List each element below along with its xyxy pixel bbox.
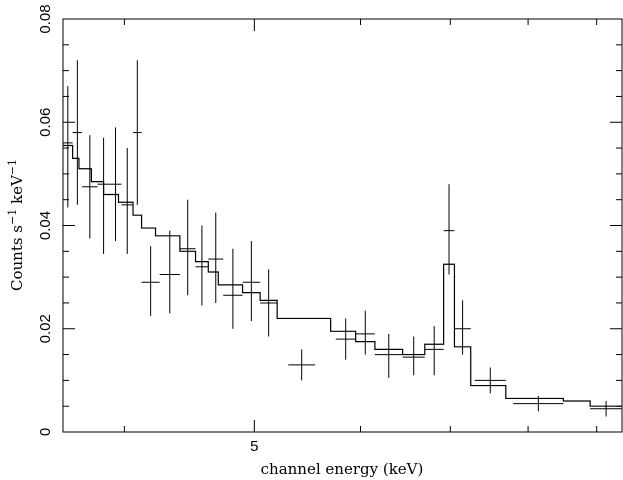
data-point (72, 60, 83, 205)
data-point (141, 246, 160, 316)
x-axis-label: channel energy (keV) (261, 460, 424, 478)
data-point (109, 127, 122, 241)
data-point (242, 240, 261, 322)
data-point (288, 349, 316, 381)
y-axis-label-exp2: −1 (6, 159, 19, 175)
data-point (97, 137, 110, 254)
data-point (133, 60, 142, 205)
y-axis-label: Counts s−1 keV−1 (6, 159, 26, 291)
data-point (82, 135, 98, 239)
y-axis-ticks: 0 0.02 0.04 0.06 0.08 (37, 4, 622, 436)
data-point (335, 318, 356, 360)
y-tick-label: 0.08 (37, 4, 54, 33)
y-tick-label: 0.02 (37, 314, 54, 343)
y-tick-label: 0.06 (37, 108, 54, 137)
data-point (63, 86, 73, 208)
data-point (355, 310, 375, 355)
data-point (260, 269, 278, 337)
data-point (474, 367, 506, 394)
data-point (208, 212, 224, 303)
data-points (63, 60, 622, 417)
data-point (179, 199, 196, 296)
data-point (513, 395, 564, 412)
data-point (374, 333, 403, 378)
data-point (223, 248, 243, 329)
data-point (443, 184, 455, 275)
x-tick-label: 5 (250, 438, 258, 455)
plot-frame (62, 18, 623, 433)
data-point (590, 401, 622, 417)
data-point (159, 230, 180, 314)
data-point (454, 300, 471, 355)
y-axis-label-exp1: −1 (6, 209, 19, 225)
x-axis-ticks: 5 (123, 19, 598, 455)
y-tick-label: 0 (37, 428, 54, 436)
data-point (195, 225, 209, 306)
y-axis-label-mid: keV (8, 174, 26, 209)
model-step-line (63, 144, 622, 407)
data-point (121, 148, 134, 254)
y-axis-label-main: Counts s (8, 225, 26, 291)
data-point (424, 326, 444, 376)
model-line (63, 144, 622, 407)
data-point (402, 336, 425, 376)
y-tick-label: 0.04 (37, 211, 54, 240)
